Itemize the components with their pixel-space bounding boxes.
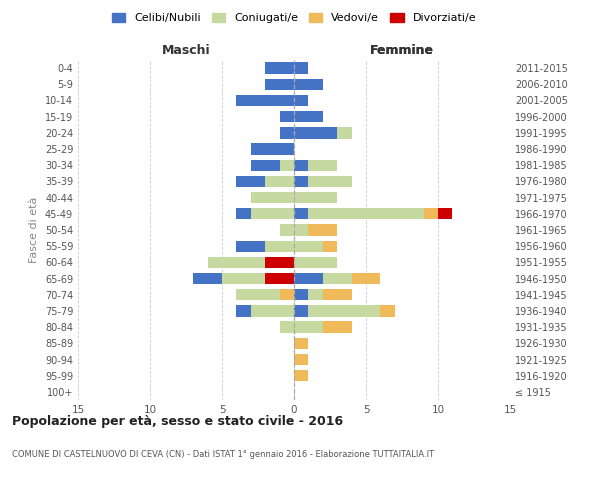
Bar: [294, 240, 323, 252]
Text: Maschi: Maschi: [161, 44, 211, 57]
Bar: [294, 176, 308, 187]
Bar: [294, 354, 308, 365]
Bar: [294, 111, 323, 122]
Bar: [280, 322, 294, 333]
Bar: [251, 144, 294, 154]
Bar: [294, 78, 323, 90]
Bar: [323, 240, 337, 252]
Bar: [251, 192, 294, 203]
Bar: [294, 208, 308, 220]
Bar: [380, 306, 395, 316]
Bar: [236, 176, 265, 187]
Bar: [294, 192, 337, 203]
Y-axis label: Fasce di età: Fasce di età: [29, 197, 39, 263]
Bar: [323, 322, 352, 333]
Bar: [438, 208, 452, 220]
Bar: [280, 111, 294, 122]
Bar: [236, 289, 280, 300]
Bar: [193, 273, 222, 284]
Bar: [294, 273, 323, 284]
Bar: [208, 256, 265, 268]
Bar: [294, 338, 308, 349]
Bar: [280, 224, 294, 235]
Bar: [352, 273, 380, 284]
Bar: [236, 306, 251, 316]
Bar: [280, 289, 294, 300]
Text: Popolazione per età, sesso e stato civile - 2016: Popolazione per età, sesso e stato civil…: [12, 415, 343, 428]
Bar: [308, 224, 337, 235]
Text: Femmine: Femmine: [370, 44, 434, 57]
Bar: [308, 160, 337, 171]
Bar: [308, 176, 352, 187]
Bar: [222, 273, 265, 284]
Bar: [265, 240, 294, 252]
Bar: [294, 370, 308, 382]
Bar: [308, 289, 323, 300]
Text: Femmine: Femmine: [370, 44, 434, 57]
Bar: [323, 273, 352, 284]
Bar: [424, 208, 438, 220]
Bar: [294, 306, 308, 316]
Bar: [308, 306, 380, 316]
Bar: [280, 127, 294, 138]
Bar: [294, 160, 308, 171]
Bar: [294, 224, 308, 235]
Bar: [308, 208, 424, 220]
Legend: Celibi/Nubili, Coniugati/e, Vedovi/e, Divorziati/e: Celibi/Nubili, Coniugati/e, Vedovi/e, Di…: [107, 8, 481, 28]
Bar: [265, 78, 294, 90]
Bar: [265, 176, 294, 187]
Bar: [236, 95, 294, 106]
Bar: [337, 127, 352, 138]
Bar: [265, 256, 294, 268]
Bar: [251, 208, 294, 220]
Bar: [294, 95, 308, 106]
Bar: [251, 306, 294, 316]
Bar: [323, 289, 352, 300]
Bar: [236, 240, 265, 252]
Bar: [265, 273, 294, 284]
Bar: [280, 160, 294, 171]
Bar: [294, 322, 323, 333]
Bar: [236, 208, 251, 220]
Bar: [294, 289, 308, 300]
Bar: [294, 256, 337, 268]
Bar: [294, 127, 337, 138]
Bar: [294, 62, 308, 74]
Bar: [251, 160, 280, 171]
Text: COMUNE DI CASTELNUOVO DI CEVA (CN) - Dati ISTAT 1° gennaio 2016 - Elaborazione T: COMUNE DI CASTELNUOVO DI CEVA (CN) - Dat…: [12, 450, 434, 459]
Bar: [265, 62, 294, 74]
